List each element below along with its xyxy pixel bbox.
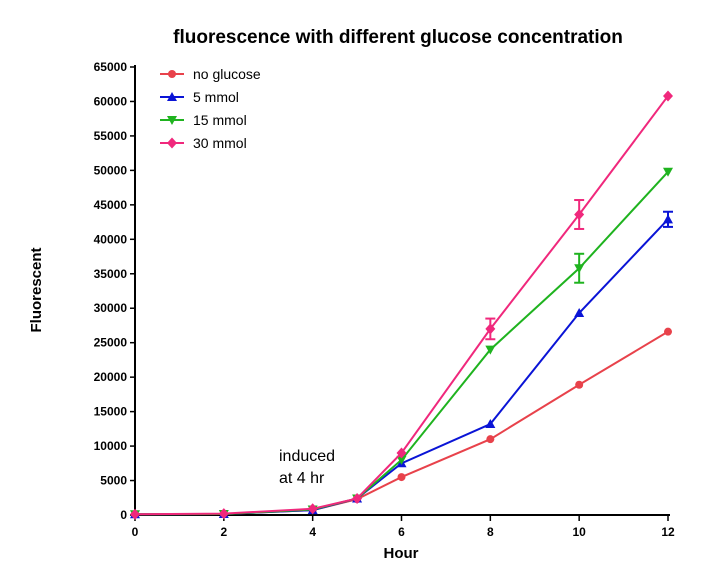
x-tick-label: 12: [661, 525, 675, 539]
series-3: [130, 90, 673, 520]
data-point: [130, 508, 140, 520]
y-tick-label: 0: [120, 508, 127, 522]
y-tick-label: 60000: [94, 94, 128, 108]
data-point: [663, 214, 673, 224]
data-point: [663, 90, 673, 102]
y-tick-label: 5000: [100, 474, 127, 488]
x-tick-label: 6: [398, 525, 405, 539]
y-tick-label: 30000: [94, 301, 128, 315]
data-point: [396, 455, 407, 465]
data-point: [307, 503, 318, 515]
y-tick-label: 40000: [94, 232, 128, 246]
y-tick-label: 45000: [94, 198, 128, 212]
legend-label: 30 mmol: [193, 135, 247, 151]
legend-item: 5 mmol: [160, 89, 239, 105]
data-point: [574, 308, 585, 318]
annotation-line-1: induced: [279, 448, 335, 465]
legend-label: 5 mmol: [193, 89, 239, 105]
data-point: [218, 508, 229, 520]
y-tick-label: 50000: [94, 163, 128, 177]
data-point: [575, 380, 584, 389]
series-line: [134, 330, 669, 516]
plot-area: [130, 90, 673, 520]
legend-label: no glucose: [193, 66, 261, 82]
data-point: [486, 435, 495, 444]
y-tick-label: 35000: [94, 267, 128, 281]
y-tick-label: 10000: [94, 439, 128, 453]
data-point: [396, 447, 407, 459]
data-point: [485, 345, 496, 355]
axes: 0 5000 10000 15000 20000 25000 30000 35000 40000…: [94, 60, 675, 539]
data-point: [397, 473, 406, 482]
data-point: [663, 167, 673, 177]
series-1: [130, 210, 673, 519]
y-tick-label: 15000: [94, 405, 128, 419]
legend-swatch-marker: [167, 92, 177, 101]
y-tick-label: 25000: [94, 336, 128, 350]
y-tick-label: 55000: [94, 129, 128, 143]
y-tick-label: 20000: [94, 370, 128, 384]
data-point: [352, 492, 363, 504]
legend-swatch-marker: [168, 70, 176, 78]
data-point: [485, 323, 496, 335]
legend-item: 15 mmol: [160, 112, 247, 128]
data-point: [485, 419, 496, 429]
x-tick-label: 4: [309, 525, 316, 539]
x-tick-label: 8: [487, 525, 494, 539]
x-axis-label: Hour: [384, 545, 419, 562]
legend-swatch-marker: [167, 137, 177, 149]
x-tick-label: 0: [132, 525, 139, 539]
series-0: [131, 327, 672, 519]
series-line: [134, 218, 669, 516]
data-point: [574, 264, 585, 274]
data-point: [664, 327, 672, 336]
annotation-line-2: at 4 hr: [279, 470, 325, 487]
x-tick-label: 10: [572, 525, 586, 539]
chart-title: fluorescence with different glucose conc…: [173, 27, 623, 48]
legend-label: 15 mmol: [193, 112, 247, 128]
legend: no glucose 5 mmol 15 mmol 30 mmol: [160, 66, 261, 151]
legend-swatch-marker: [167, 116, 177, 125]
legend-item: 30 mmol: [160, 135, 247, 151]
y-axis-label: Fluorescent: [28, 247, 45, 332]
series-line: [134, 95, 669, 516]
data-point: [574, 208, 585, 220]
x-tick-label: 2: [220, 525, 227, 539]
legend-item: no glucose: [160, 66, 261, 82]
y-tick-label: 65000: [94, 60, 128, 74]
